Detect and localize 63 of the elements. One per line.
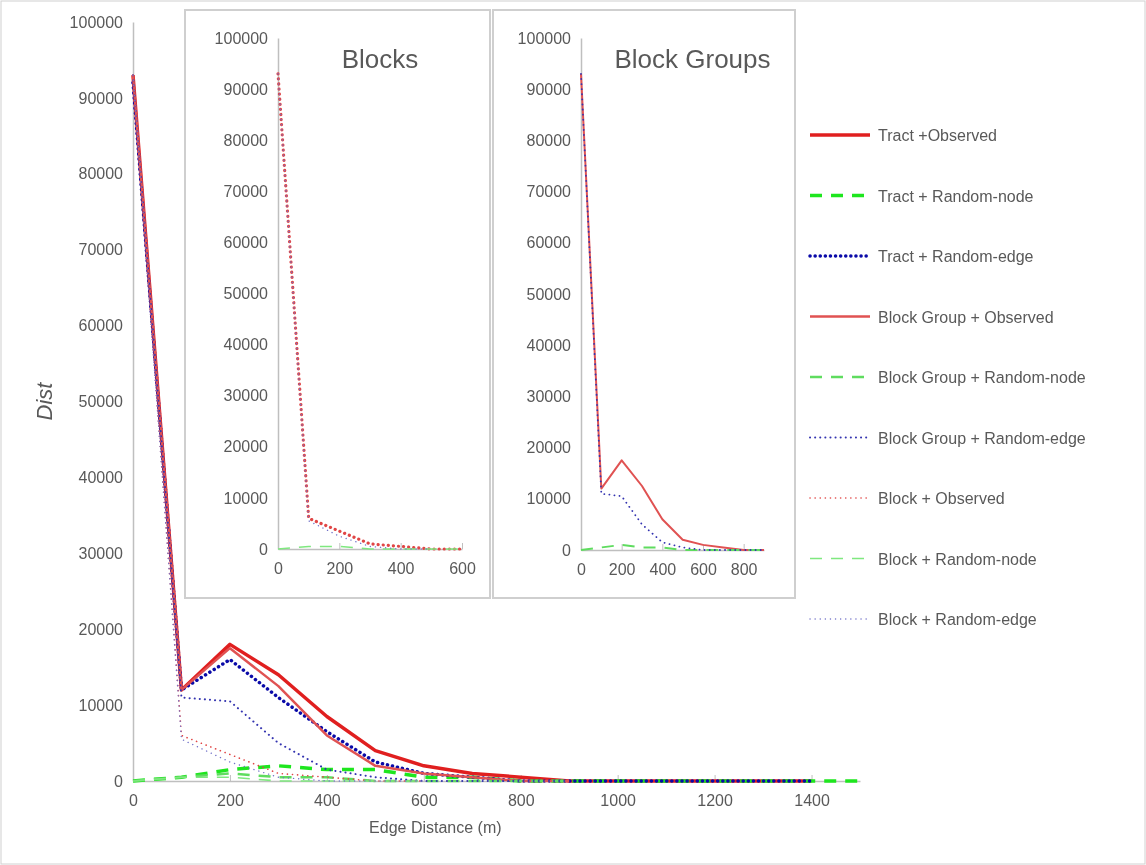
y-tick-label: 90000 <box>526 80 572 98</box>
x-tick-label: 200 <box>326 560 354 578</box>
legend-label: Block Group + Observed <box>878 308 1054 326</box>
x-tick-label: 1000 <box>600 792 637 810</box>
x-tick-label: 0 <box>577 561 587 579</box>
y-tick-label: 80000 <box>526 132 572 150</box>
y-tick-label: 30000 <box>526 388 572 406</box>
y-tick-label: 90000 <box>78 89 124 107</box>
x-tick-label: 600 <box>410 792 438 810</box>
x-tick-label: 200 <box>608 561 636 579</box>
y-tick-label: 40000 <box>78 469 124 487</box>
y-tick-label: 10000 <box>526 490 572 508</box>
y-tick-label: 80000 <box>223 131 269 149</box>
y-tick-label: 40000 <box>223 336 269 354</box>
x-tick-label: 0 <box>129 792 139 810</box>
y-tick-label: 100000 <box>69 13 124 31</box>
y-tick-label: 60000 <box>223 234 269 252</box>
y-tick-label: 70000 <box>223 182 269 200</box>
y-tick-label: 50000 <box>526 285 572 303</box>
y-tick-label: 0 <box>562 541 572 559</box>
y-tick-label: 20000 <box>78 620 124 638</box>
legend-label: Tract + Random-node <box>878 187 1034 205</box>
y-tick-label: 30000 <box>223 387 269 405</box>
x-tick-label: 600 <box>449 560 476 578</box>
legend-label: Block + Random-node <box>878 550 1037 568</box>
legend-label: Tract +Observed <box>878 127 998 144</box>
legend-label: Tract + Random-edge <box>878 248 1034 265</box>
y-tick-label: 70000 <box>78 241 124 259</box>
y-tick-label: 100000 <box>517 29 572 47</box>
y-tick-label: 50000 <box>223 285 269 303</box>
x-tick-label: 400 <box>314 792 341 810</box>
legend-label: Block Group + Random-node <box>878 369 1086 386</box>
y-tick-label: 90000 <box>223 80 269 98</box>
y-tick-label: 20000 <box>526 439 572 457</box>
y-tick-label: 40000 <box>526 336 572 354</box>
x-tick-label: 1200 <box>697 792 733 810</box>
x-tick-label: 600 <box>690 561 717 579</box>
y-tick-label: 100000 <box>214 29 269 47</box>
x-tick-label: 0 <box>274 560 284 578</box>
y-tick-label: 50000 <box>78 393 124 411</box>
y-tick-label: 0 <box>259 540 269 558</box>
y-tick-label: 10000 <box>78 696 124 714</box>
y-tick-label: 10000 <box>223 489 269 507</box>
legend-label: Block + Observed <box>878 490 1005 507</box>
x-tick-label: 1400 <box>794 792 830 810</box>
y-tick-label: 80000 <box>78 165 124 183</box>
y-tick-label: 30000 <box>78 544 124 562</box>
x-axis-title: Edge Distance (m) <box>369 819 502 836</box>
x-tick-label: 200 <box>217 792 244 810</box>
y-tick-label: 20000 <box>223 438 269 456</box>
chart-title: Blocks <box>341 44 419 74</box>
y-tick-label: 60000 <box>78 317 124 335</box>
x-tick-label: 400 <box>649 561 677 579</box>
chart-title: Block Groups <box>614 44 771 74</box>
y-tick-label: 0 <box>114 772 124 790</box>
x-tick-label: 800 <box>507 792 535 810</box>
y-axis-title: Dist <box>32 381 57 421</box>
legend-label: Block Group + Random-edge <box>878 429 1086 447</box>
x-tick-label: 800 <box>730 561 758 579</box>
legend-label: Block + Random-edge <box>878 611 1037 628</box>
y-tick-label: 70000 <box>526 183 572 201</box>
x-tick-label: 400 <box>387 560 415 578</box>
y-tick-label: 60000 <box>526 234 572 252</box>
